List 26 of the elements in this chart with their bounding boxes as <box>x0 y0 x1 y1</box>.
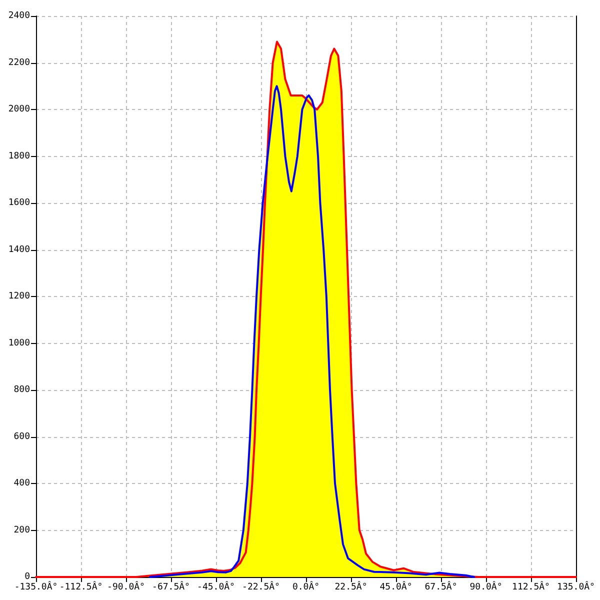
x-tick-label: -90.0Â° <box>107 580 145 592</box>
x-tick-label: -22.5Â° <box>242 580 280 592</box>
x-tick-label: -112.5Â° <box>59 580 103 592</box>
x-tick-label: 90.0Â° <box>470 580 502 592</box>
y-tick-label: 600 <box>14 432 30 442</box>
x-tick-label: 0.0Â° <box>292 580 320 592</box>
y-tick-label: 0 <box>24 572 30 582</box>
x-tick-label: -135.0Â° <box>14 580 58 592</box>
y-tick-label: 2400 <box>8 11 30 21</box>
y-tick-label: 2000 <box>8 104 30 114</box>
y-tick-label: 1000 <box>8 338 30 348</box>
y-tick-label: 1200 <box>8 292 30 302</box>
x-tick-label: -45.0Â° <box>197 580 235 592</box>
y-tick-label: 1400 <box>8 244 30 255</box>
x-tick-label: 22.5Â° <box>334 580 368 592</box>
x-tick-label: 112.5Â° <box>512 580 550 592</box>
y-tick-label: 800 <box>14 385 30 395</box>
y-tick-label: 1600 <box>8 198 30 208</box>
x-tick-label: 45.0Â° <box>380 580 412 592</box>
x-tick-label: 67.5Â° <box>424 580 458 592</box>
y-tick-label: 2200 <box>8 58 30 68</box>
x-tick-label: -67.5Â° <box>152 580 190 592</box>
y-tick-label: 400 <box>14 478 30 488</box>
y-tick-label: 200 <box>14 525 30 536</box>
y-tick-label: 1800 <box>8 151 30 162</box>
x-tick-label: 135.0Â° <box>557 580 595 592</box>
